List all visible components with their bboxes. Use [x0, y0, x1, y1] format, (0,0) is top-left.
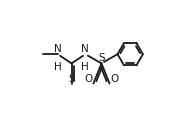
Text: H: H [54, 61, 62, 71]
Text: H: H [82, 61, 89, 71]
Text: N: N [82, 43, 89, 53]
Text: N: N [54, 43, 62, 53]
Text: S: S [68, 73, 75, 83]
Text: O: O [110, 73, 118, 83]
Text: O: O [85, 73, 93, 83]
Text: S: S [98, 53, 105, 62]
